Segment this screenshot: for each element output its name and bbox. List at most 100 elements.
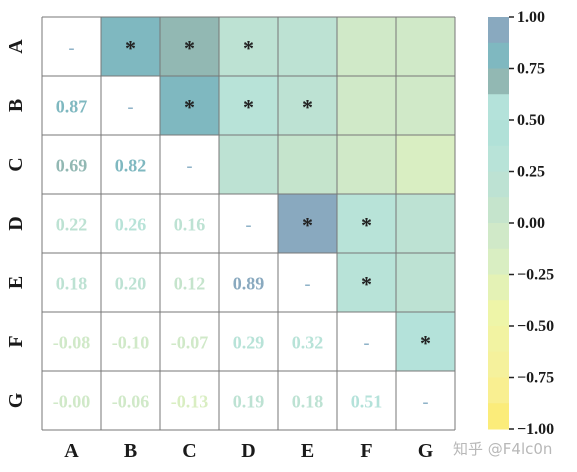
cell-value-B-A: 0.87 — [56, 97, 88, 117]
heatmap-cell-B-G — [396, 76, 455, 135]
significance-star-B-C: * — [184, 95, 195, 120]
x-tick-label-A: A — [64, 440, 79, 462]
diagonal-dash-E: - — [305, 274, 311, 294]
colorbar-segment — [488, 300, 509, 327]
cell-value-D-A: 0.22 — [56, 215, 88, 235]
cell-value-F-D: 0.29 — [233, 333, 265, 353]
significance-star-B-D: * — [243, 95, 254, 120]
heatmap-cell-B-F — [337, 76, 396, 135]
diagonal-dash-G: - — [423, 392, 429, 412]
heatmap-cell-G-D — [219, 371, 278, 430]
heatmap-cell-A-F — [337, 17, 396, 76]
colorbar-tick-label: −0.25 — [517, 267, 554, 284]
diagonal-dash-C: - — [187, 156, 193, 176]
diagonal-dash-D: - — [246, 215, 252, 235]
heatmap-cell-B-D — [219, 76, 278, 135]
significance-star-D-F: * — [361, 213, 372, 238]
colorbar-segment — [488, 197, 509, 224]
heatmap-cell-G-B — [101, 371, 160, 430]
colorbar-segment — [488, 351, 509, 378]
heatmap-cell-F-E — [278, 312, 337, 371]
heatmap-cell-B-E — [278, 76, 337, 135]
x-tick-label-B: B — [124, 440, 137, 462]
heatmap-cell-A-D — [219, 17, 278, 76]
cell-value-D-C: 0.16 — [174, 215, 206, 235]
diagonal-dash-B: - — [128, 97, 134, 117]
heatmap-cell-A-G — [396, 17, 455, 76]
cell-value-F-B: -0.10 — [112, 333, 150, 353]
watermark-text: 知乎 @F4lc0n — [453, 440, 552, 458]
cell-value-E-C: 0.12 — [174, 274, 206, 294]
cell-value-E-B: 0.20 — [115, 274, 147, 294]
heatmap-cell-C-B — [101, 135, 160, 194]
colorbar-segment — [488, 94, 509, 121]
heatmap-cell-F-B — [101, 312, 160, 371]
cell-value-G-C: -0.13 — [171, 392, 209, 412]
colorbar-segment — [488, 68, 509, 95]
heatmap-cell-F-D — [219, 312, 278, 371]
y-tick-label-A: A — [5, 39, 27, 54]
cell-value-G-F: 0.51 — [351, 392, 383, 412]
heatmap-cell-E-C — [160, 253, 219, 312]
heatmap-cell-D-C — [160, 194, 219, 253]
colorbar-segment — [488, 274, 509, 301]
heatmap-cell-A-C — [160, 17, 219, 76]
heatmap-cell-E-D — [219, 253, 278, 312]
colorbar-tick-label: −0.75 — [517, 370, 554, 387]
heatmap-cell-C-E — [278, 135, 337, 194]
x-axis-tick-labels: A B C D E F G — [64, 440, 433, 462]
heatmap-cell-F-C — [160, 312, 219, 371]
diagonal-dash-F: - — [364, 333, 370, 353]
y-tick-label-D: D — [5, 216, 27, 230]
significance-star-A-D: * — [243, 36, 254, 61]
colorbar-tick-label: 1.00 — [517, 9, 545, 26]
significance-star-A-B: * — [125, 36, 136, 61]
heatmap-cells — [42, 17, 455, 430]
x-tick-label-G: G — [418, 440, 434, 462]
heatmap-cell-C-A — [42, 135, 101, 194]
heatmap-cell-D-E — [278, 194, 337, 253]
colorbar-segment — [488, 145, 509, 172]
heatmap-cell-C-C — [160, 135, 219, 194]
cell-value-C-B: 0.82 — [115, 156, 147, 176]
heatmap-cell-values: - * * * 0.87 - * * * 0.69 0.82 - 0.22 0.26 0.16 - * * 0.18… — [53, 36, 431, 412]
colorbar-segment — [488, 403, 509, 430]
cell-value-F-A: -0.08 — [53, 333, 91, 353]
cell-value-G-B: -0.06 — [112, 392, 150, 412]
heatmap-cell-G-E — [278, 371, 337, 430]
heatmap-cell-E-E — [278, 253, 337, 312]
significance-star-D-E: * — [302, 213, 313, 238]
heatmap-cell-B-A — [42, 76, 101, 135]
heatmap-cell-B-C — [160, 76, 219, 135]
y-tick-label-B: B — [5, 99, 27, 112]
colorbar-segment — [488, 377, 509, 404]
x-tick-label-C: C — [182, 440, 196, 462]
y-tick-label-E: E — [5, 276, 27, 289]
colorbar-segment — [488, 120, 509, 147]
colorbar: 1.00 0.75 0.50 0.25 0.00 −0.25 −0.50 −0.75 −1.00 — [488, 9, 554, 438]
significance-star-E-F: * — [361, 272, 372, 297]
colorbar-tick-label: 0.25 — [517, 164, 545, 181]
heatmap-cell-C-D — [219, 135, 278, 194]
y-tick-label-C: C — [5, 157, 27, 171]
heatmap-cell-A-E — [278, 17, 337, 76]
colorbar-segment — [488, 223, 509, 250]
significance-star-B-E: * — [302, 95, 313, 120]
diagonal-dash-A: - — [69, 38, 75, 58]
cell-value-G-E: 0.18 — [292, 392, 324, 412]
colorbar-segment — [488, 171, 509, 198]
heatmap-grid — [41, 16, 456, 431]
heatmap-cell-C-F — [337, 135, 396, 194]
colorbar-tick-label: 0.50 — [517, 112, 545, 129]
cell-value-F-E: 0.32 — [292, 333, 324, 353]
y-tick-label-F: F — [5, 335, 27, 347]
cell-value-G-A: -0.00 — [53, 392, 91, 412]
colorbar-tick-label: 0.00 — [517, 215, 545, 232]
heatmap-cell-G-G — [396, 371, 455, 430]
heatmap-cell-D-B — [101, 194, 160, 253]
colorbar-segment — [488, 17, 509, 44]
colorbar-tick-label: −0.50 — [517, 318, 554, 335]
heatmap-cell-D-F — [337, 194, 396, 253]
colorbar-tick-label: −1.00 — [517, 421, 554, 438]
colorbar-segment — [488, 326, 509, 353]
